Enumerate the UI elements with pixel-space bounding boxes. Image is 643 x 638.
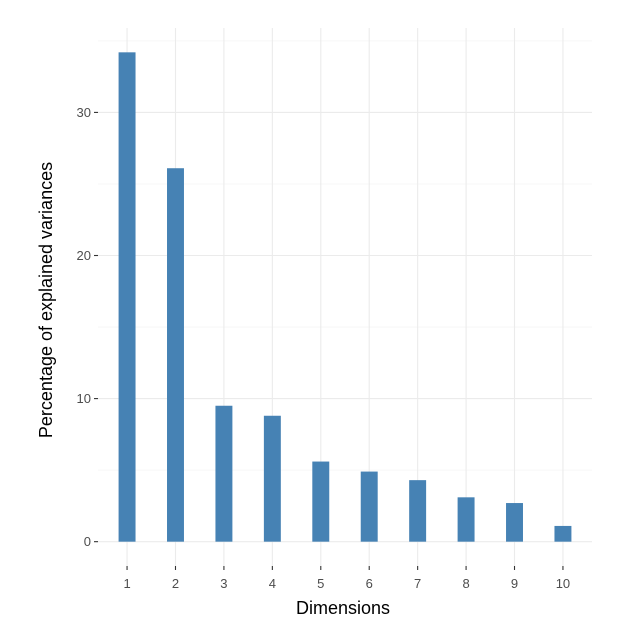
y-tick-label: 20 [77,248,91,263]
bar-7 [409,480,427,542]
bar-1 [118,52,136,542]
bar-10 [554,525,572,542]
x-tick-label: 8 [462,576,469,591]
y-tick-label: 10 [77,391,91,406]
x-axis-title: Dimensions [296,598,390,618]
x-tick-label: 6 [366,576,373,591]
bar-9 [506,503,523,542]
x-tick-label: 9 [511,576,518,591]
bar-3 [215,405,233,542]
bar-5 [312,461,330,542]
bar-2 [167,168,184,542]
x-tick-label: 1 [123,576,130,591]
x-tick-label: 10 [556,576,570,591]
x-tick-label: 4 [269,576,276,591]
x-tick-label: 5 [317,576,324,591]
y-tick-label: 0 [84,534,91,549]
x-tick-label: 2 [172,576,179,591]
plot-panel: 0 10 20 30 1 2 3 4 5 6 7 8 9 10 [77,28,592,591]
y-tick-label: 30 [77,105,91,120]
bar-6 [360,471,378,542]
x-tick-label: 3 [220,576,227,591]
x-tick-label: 7 [414,576,421,591]
y-axis-title: Percentage of explained variances [36,162,56,438]
bar-4 [263,415,281,542]
bar-8 [457,497,475,542]
